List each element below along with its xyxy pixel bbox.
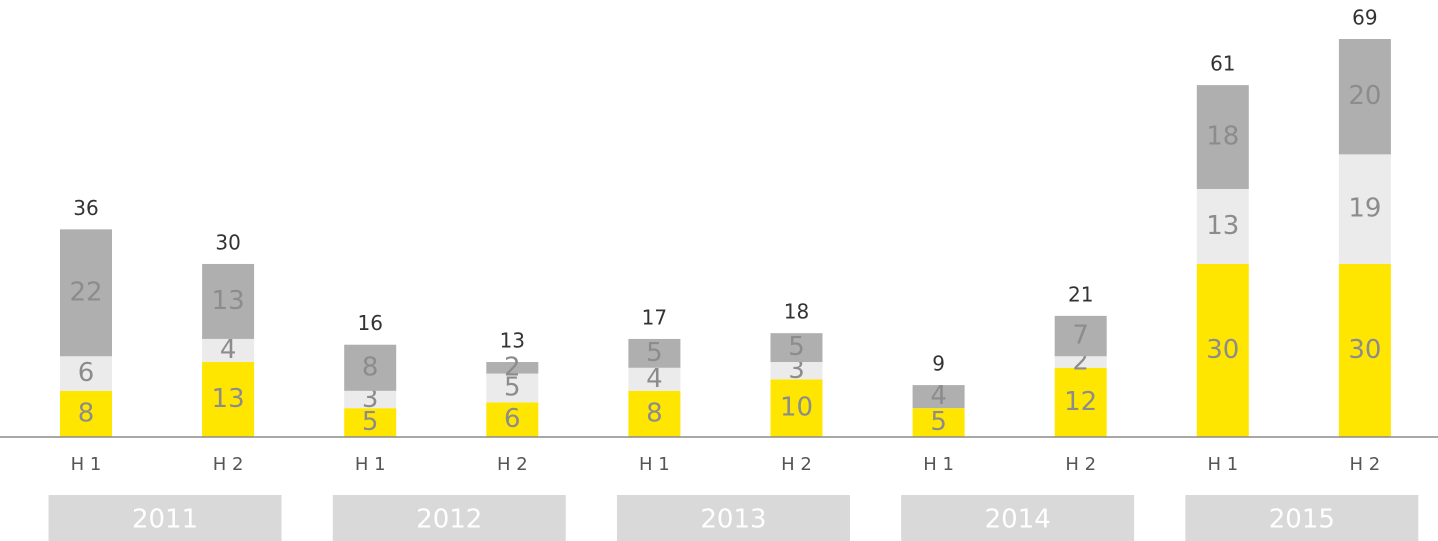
segment-label: 6 <box>504 404 521 434</box>
bar-segment <box>60 356 112 391</box>
year-box <box>616 495 850 541</box>
bar-segment <box>1338 263 1391 437</box>
year-box <box>1185 495 1419 541</box>
total-label: 69 <box>1352 6 1377 30</box>
segment-label: 5 <box>930 407 947 437</box>
year-box <box>901 495 1135 541</box>
bar-segment <box>628 390 681 437</box>
total-label: 18 <box>784 300 809 324</box>
total-label: 30 <box>215 230 240 254</box>
segment-label: 8 <box>646 398 663 428</box>
bar-segment <box>1196 85 1249 189</box>
total-label: 36 <box>73 196 98 220</box>
segment-label: 5 <box>646 338 663 368</box>
bar-segment <box>912 408 965 437</box>
year-label: 2014 <box>985 505 1051 535</box>
segment-label: 13 <box>1206 211 1239 241</box>
segment-label: 6 <box>78 358 95 388</box>
segment-label: 13 <box>212 286 245 316</box>
bar-segment <box>60 229 112 357</box>
bar-segment <box>486 402 539 437</box>
bar-segment <box>202 362 255 437</box>
bar-segment <box>770 379 823 437</box>
segment-label: 4 <box>646 364 663 394</box>
segment-label: 8 <box>78 398 95 428</box>
bar-segment <box>1338 39 1391 155</box>
bar-segment <box>770 362 823 380</box>
bar-segment <box>1054 356 1107 368</box>
x-tick-label: H 2 <box>781 454 812 475</box>
bar-segment <box>628 338 681 368</box>
bar-segment <box>1196 263 1249 437</box>
total-label: 16 <box>357 311 382 335</box>
bar-segment <box>1196 188 1249 264</box>
segment-label: 5 <box>362 407 379 437</box>
year-label: 2012 <box>416 505 482 535</box>
bar-segment <box>770 333 823 363</box>
bar-segment <box>344 344 397 391</box>
segment-label: 13 <box>212 384 245 414</box>
segment-label: 18 <box>1206 122 1239 152</box>
segment-label: 19 <box>1348 194 1381 224</box>
bar-segment <box>344 408 397 437</box>
segment-label: 7 <box>1072 321 1089 351</box>
x-tick-label: H 1 <box>1207 454 1238 475</box>
year-box <box>332 495 566 541</box>
bar-segment <box>1054 315 1107 357</box>
x-tick-label: H 1 <box>923 454 954 475</box>
x-tick-label: H 1 <box>71 454 102 475</box>
segment-label: 22 <box>69 277 102 307</box>
bar-segment <box>1338 154 1391 264</box>
x-tick-label: H 1 <box>639 454 670 475</box>
bar-segment <box>628 367 681 391</box>
bar-segment <box>912 385 965 409</box>
segment-label: 10 <box>780 393 813 423</box>
segment-label: 8 <box>362 352 379 382</box>
bar-segment <box>1054 367 1107 437</box>
bar-segment <box>202 263 255 339</box>
segment-label: 2 <box>504 352 521 382</box>
segment-label: 4 <box>930 381 947 411</box>
total-label: 13 <box>500 329 525 353</box>
segment-label: 3 <box>788 355 805 385</box>
year-label: 2015 <box>1269 505 1335 535</box>
year-box <box>48 495 282 541</box>
segment-label: 12 <box>1064 387 1097 417</box>
segment-label: 30 <box>1348 335 1381 365</box>
segment-label: 5 <box>788 332 805 362</box>
bar-segment <box>486 362 539 374</box>
segment-label: 3 <box>362 384 379 414</box>
segment-label: 20 <box>1348 81 1381 111</box>
bar-segment <box>344 390 397 409</box>
total-label: 21 <box>1068 282 1093 306</box>
segment-label: 4 <box>220 335 237 365</box>
bar-segment <box>60 390 112 437</box>
total-label: 61 <box>1210 52 1235 76</box>
total-label: 9 <box>932 352 945 376</box>
bar-segment <box>486 373 539 403</box>
segment-label: 5 <box>504 372 521 402</box>
x-tick-label: H 2 <box>497 454 528 475</box>
segment-label: 30 <box>1206 335 1239 365</box>
year-label: 2011 <box>132 505 198 535</box>
x-tick-label: H 1 <box>355 454 386 475</box>
x-tick-label: H 2 <box>1065 454 1096 475</box>
x-tick-label: H 2 <box>213 454 244 475</box>
total-label: 17 <box>642 305 667 329</box>
bar-segment <box>202 338 255 363</box>
x-tick-label: H 2 <box>1350 454 1381 475</box>
year-label: 2013 <box>700 505 766 535</box>
